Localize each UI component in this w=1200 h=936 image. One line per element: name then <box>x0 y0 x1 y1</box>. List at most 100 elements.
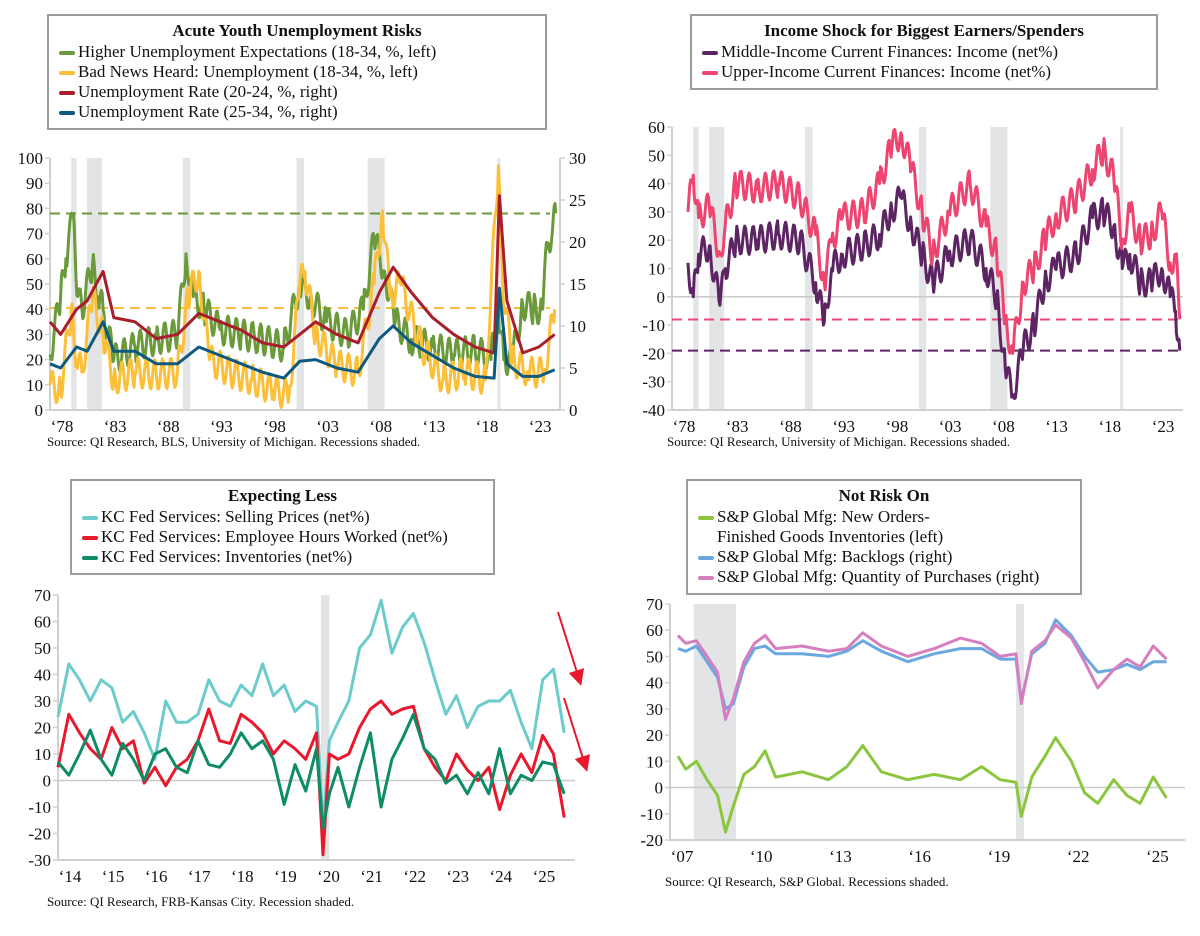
x-tick-label: ‘19 <box>274 867 297 886</box>
x-tick-label: ‘14 <box>59 867 82 886</box>
x-tick-label: ‘98 <box>263 417 286 436</box>
y-tick-label: 10 <box>26 376 43 395</box>
y-tick-label: -20 <box>640 831 663 850</box>
legend-item: S&P Global Mfg: New Orders- Finished Goo… <box>698 507 1070 547</box>
legend-income: Income Shock for Biggest Earners/Spender… <box>690 14 1158 90</box>
series-line <box>48 194 556 355</box>
series-line <box>56 598 566 830</box>
y-tick-label: 20 <box>34 719 51 738</box>
legend-swatch-icon <box>698 556 714 560</box>
recession-shade <box>497 158 501 410</box>
legend-spglobal: Not Risk On S&P Global Mfg: New Orders- … <box>686 479 1082 595</box>
y-tick-label: 10 <box>648 260 665 279</box>
y-tick-label: 20 <box>646 726 663 745</box>
x-tick-label: ‘19 <box>988 847 1011 866</box>
y-tick-label: 20 <box>648 231 665 250</box>
x-tick-label: ‘16 <box>908 847 931 866</box>
x-tick-label: ‘17 <box>188 867 211 886</box>
series-line <box>56 699 566 857</box>
x-tick-label: ‘18 <box>1098 417 1121 436</box>
recession-shade <box>71 158 77 410</box>
series-line <box>49 286 556 380</box>
y-tick-label: 70 <box>646 595 663 614</box>
chart-title: Not Risk On <box>838 486 930 505</box>
legend-swatch-icon <box>59 111 75 115</box>
recession-shade <box>805 127 813 410</box>
x-tick-label: ‘25 <box>533 867 556 886</box>
x-tick-label: ‘23 <box>446 867 469 886</box>
x-tick-label: ‘88 <box>779 417 802 436</box>
y-tick-label: 0 <box>655 779 664 798</box>
x-tick-label: ‘98 <box>886 417 909 436</box>
legend-item: Middle-Income Current Finances: Income (… <box>702 42 1146 62</box>
y-tick-label: 40 <box>646 674 663 693</box>
chart-sp-global-mfg: 70 60 50 40 30 20 10 0 -10 -20 ‘07 ‘10 ‘13 ‘16 ‘19 ‘22 ‘… <box>600 460 1200 936</box>
y-tick-label: 60 <box>646 621 663 640</box>
series-line <box>56 712 566 830</box>
legend-item: Higher Unemployment Expectations (18-34,… <box>59 42 535 62</box>
legend-swatch-icon <box>702 71 718 75</box>
x-tick-label: ‘23 <box>1152 417 1175 436</box>
legend-swatch-icon <box>59 71 75 75</box>
series-line <box>686 185 1182 401</box>
y-tick-label: 10 <box>646 752 663 771</box>
y-tick-label: 20 <box>26 351 43 370</box>
y-tick-label: 100 <box>18 149 44 168</box>
x-tick-label: ‘24 <box>489 867 512 886</box>
x-tick-label: ‘21 <box>360 867 383 886</box>
y-tick-label: -10 <box>642 316 665 335</box>
y-tick-label: 40 <box>648 175 665 194</box>
legend-swatch-icon <box>698 576 714 580</box>
y-tick-label: 70 <box>34 586 51 605</box>
y-tick-label: 60 <box>648 118 665 137</box>
y-right-tick-label: 15 <box>569 275 586 294</box>
series-line <box>676 736 1168 834</box>
chart-sp-global-mfg-plot: 70 60 50 40 30 20 10 0 -10 -20 ‘07 ‘10 ‘13 ‘16 ‘19 ‘22 ‘… <box>640 595 1185 866</box>
recession-shade <box>320 595 330 860</box>
y-tick-label: -10 <box>640 805 663 824</box>
x-tick-label: ‘08 <box>992 417 1015 436</box>
y-right-tick-label: 20 <box>569 233 586 252</box>
y-right-tick-label: 25 <box>569 191 586 210</box>
x-tick-label: ‘78 <box>673 417 696 436</box>
legend-swatch-icon <box>82 516 98 520</box>
y-tick-label: 40 <box>26 300 43 319</box>
x-tick-label: ‘13 <box>1045 417 1068 436</box>
y-tick-label: 0 <box>657 288 666 307</box>
y-tick-label: 70 <box>26 225 43 244</box>
x-tick-label: ‘93 <box>210 417 233 436</box>
legend-swatch-icon <box>702 51 718 55</box>
recession-shade <box>182 158 191 410</box>
y-tick-label: 40 <box>34 666 51 685</box>
legend-swatch-icon <box>82 556 98 560</box>
x-tick-label: ‘08 <box>369 417 392 436</box>
y-tick-label: 30 <box>646 700 663 719</box>
y-tick-label: 30 <box>26 325 43 344</box>
x-tick-label: ‘10 <box>750 847 773 866</box>
series-line <box>676 623 1168 721</box>
legend-swatch-icon <box>59 91 75 95</box>
x-tick-label: ‘88 <box>157 417 180 436</box>
legend-swatch-icon <box>698 516 714 520</box>
legend-swatch-icon <box>82 536 98 540</box>
x-tick-label: ‘23 <box>529 417 552 436</box>
source-note: Source: QI Research, BLS, University of … <box>47 434 421 449</box>
x-tick-label: ‘16 <box>145 867 168 886</box>
source-note: Source: QI Research, University of Michi… <box>667 434 1010 449</box>
x-tick-label: ‘93 <box>832 417 855 436</box>
legend-item: KC Fed Services: Inventories (net%) <box>82 547 483 567</box>
x-tick-label: ‘03 <box>939 417 962 436</box>
chart-kc-fed-services: 70 60 50 40 30 20 10 0 -10 -20 -30 ‘14 ‘15 ‘16 ‘17 ‘18 ‘… <box>0 460 600 936</box>
legend-item: KC Fed Services: Employee Hours Worked (… <box>82 527 483 547</box>
y-tick-label: 50 <box>26 275 43 294</box>
y-tick-label: -30 <box>28 851 51 870</box>
x-tick-label: ‘78 <box>51 417 74 436</box>
chart-income-shock: 60 50 40 30 20 10 0 -10 -20 -30 -40 ‘78 ‘83 ‘88 ‘93 ‘98… <box>600 0 1200 460</box>
x-tick-label: ‘07 <box>671 847 694 866</box>
recession-shade <box>709 127 725 410</box>
y-tick-label: 50 <box>648 146 665 165</box>
y-tick-label: 80 <box>26 199 43 218</box>
y-tick-label: 50 <box>34 639 51 658</box>
legend-swatch-icon <box>59 51 75 55</box>
